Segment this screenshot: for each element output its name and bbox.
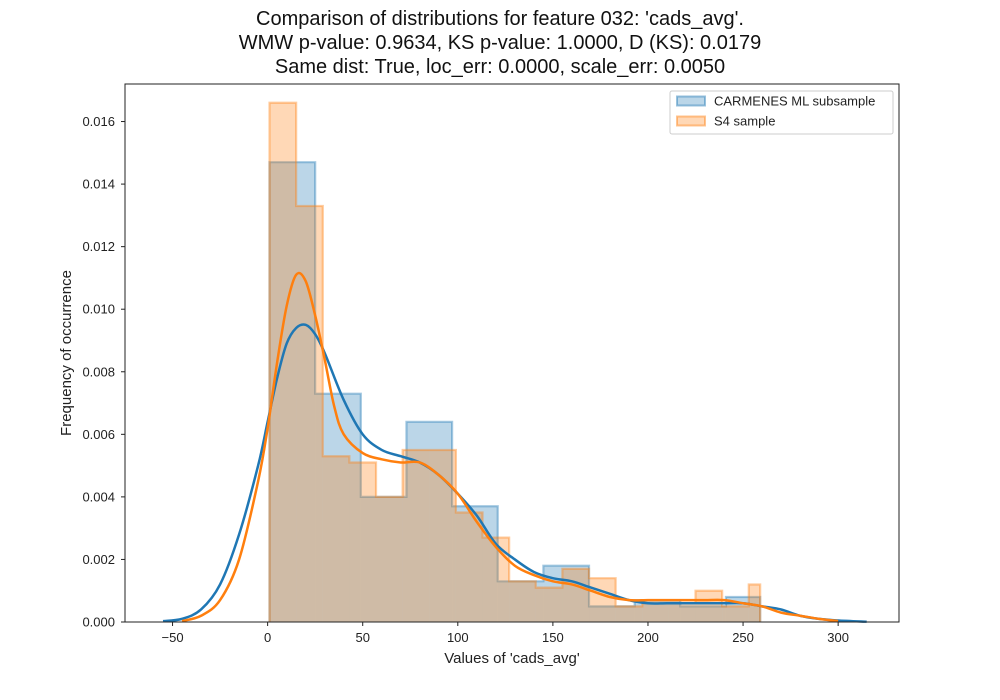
y-axis-label: Frequency of occurrence [58, 270, 75, 436]
chart-title-line-3: Same dist: True, loc_err: 0.0000, scale_… [274, 56, 726, 78]
histogram-bar [589, 606, 635, 622]
y-tick-label: 0.002 [82, 552, 115, 567]
chart-title-line-1: Comparison of distributions for feature … [256, 8, 744, 30]
x-tick-label: 0 [264, 630, 271, 645]
histogram-bar [748, 584, 761, 622]
histogram-bar [269, 162, 316, 622]
legend-label-series-0: CARMENES ML subsample [714, 94, 875, 109]
histogram-bar [695, 590, 723, 622]
histogram-bar [634, 600, 681, 622]
histogram-bar [482, 537, 510, 622]
x-tick-label: 150 [542, 630, 564, 645]
histogram-bar [535, 587, 563, 622]
chart-title-line-2: WMW p-value: 0.9634, KS p-value: 1.0000,… [238, 32, 762, 54]
histogram-bar [455, 512, 483, 622]
histogram-bar [296, 205, 323, 622]
histogram-bar [562, 568, 590, 622]
histogram-outline [268, 161, 762, 622]
y-tick-label: 0.010 [82, 302, 115, 317]
y-tick-label: 0.012 [82, 239, 115, 254]
legend-label-series-1: S4 sample [714, 114, 775, 129]
y-tick-label: 0.014 [82, 177, 115, 192]
kde-layer [162, 271, 867, 623]
y-tick-label: 0.016 [82, 114, 115, 129]
histogram-series-0 [268, 161, 762, 622]
x-axis-ticks: −50 0 50 100 150 200 250 300 [162, 622, 849, 645]
plot-frame [124, 83, 900, 623]
histogram-bar [509, 581, 536, 622]
histogram-bar [680, 606, 726, 622]
histogram-bar [402, 449, 430, 622]
histogram-bar [429, 449, 456, 622]
x-axis-label: Values of 'cads_avg' [444, 650, 580, 667]
histogram-bar [269, 102, 297, 622]
histogram-bar [452, 506, 498, 622]
histogram-bar [349, 462, 377, 622]
histogram-bar [722, 606, 749, 622]
y-tick-label: 0.006 [82, 427, 115, 442]
histogram-layer [268, 101, 762, 622]
histogram-bar [315, 393, 361, 622]
histogram-bar [406, 421, 453, 622]
histogram-bar [543, 565, 590, 622]
histogram-bar [642, 603, 669, 622]
x-tick-label: 50 [355, 630, 369, 645]
x-tick-label: 300 [827, 630, 849, 645]
y-axis-ticks: 0.000 0.002 0.004 0.006 0.008 0.010 0.012 0.014… [82, 114, 125, 630]
y-tick-label: 0.008 [82, 364, 115, 379]
y-tick-label: 0.004 [82, 489, 115, 504]
x-tick-label: 200 [637, 630, 659, 645]
histogram-outline [268, 101, 762, 622]
legend-box [669, 90, 894, 135]
histogram-bar [497, 581, 544, 622]
kde-line-series-1 [181, 271, 839, 623]
histogram-bar [322, 456, 350, 622]
histogram-bar [668, 603, 696, 622]
x-tick-label: 250 [732, 630, 754, 645]
histogram-series-1 [268, 101, 762, 622]
x-tick-label: −50 [162, 630, 184, 645]
y-tick-label: 0.000 [82, 615, 115, 630]
legend-swatch-series-0 [676, 95, 706, 107]
histogram-bar [376, 496, 403, 622]
x-tick-label: 100 [447, 630, 469, 645]
legend-swatch-series-1 [676, 115, 706, 127]
histogram-bar [615, 606, 643, 622]
histogram-bar [360, 496, 407, 622]
histogram-bar [589, 578, 616, 622]
legend: CARMENES ML subsample S4 sample [669, 90, 894, 135]
